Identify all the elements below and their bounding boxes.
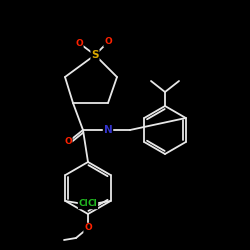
Text: Cl: Cl [88, 200, 98, 208]
Text: O: O [104, 38, 112, 46]
Text: Cl: Cl [78, 200, 88, 208]
Text: S: S [91, 50, 99, 60]
Text: O: O [75, 38, 83, 48]
Text: O: O [84, 224, 92, 232]
Text: N: N [104, 125, 112, 135]
Text: O: O [64, 138, 72, 146]
